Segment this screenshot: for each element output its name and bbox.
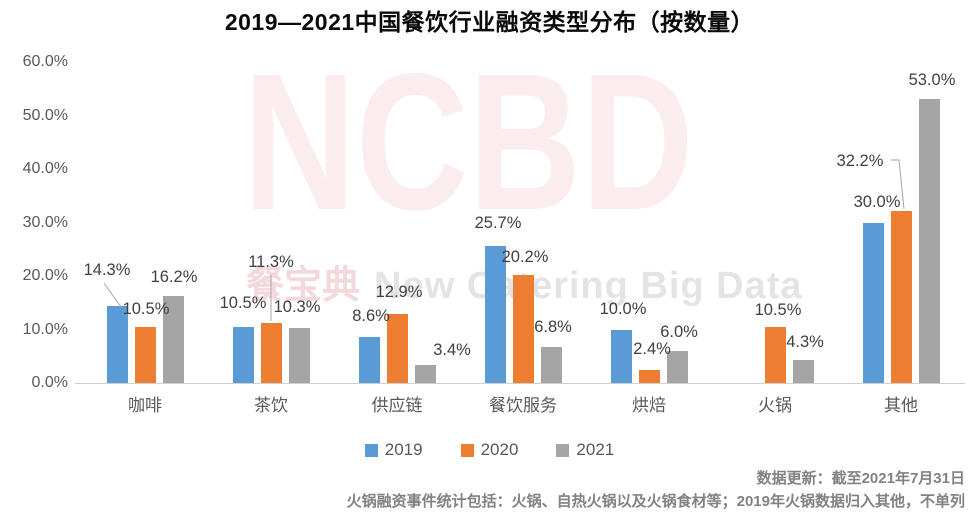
legend-item-2019: 2019 xyxy=(364,440,423,460)
y-tick-label: 40.0% xyxy=(22,160,68,177)
footer-update-note: 数据更新：截至2021年7月31日 xyxy=(756,470,965,487)
y-tick-label: 20.0% xyxy=(22,267,68,284)
data-label-2021-7: 53.0% xyxy=(908,71,956,89)
legend-item-2020: 2020 xyxy=(460,440,519,460)
bar-2021-5 xyxy=(666,350,688,383)
bar-2021-3 xyxy=(414,364,436,383)
data-label-2020-4: 20.2% xyxy=(501,248,549,266)
bar-2020-5 xyxy=(638,370,660,383)
data-label-2021-6: 4.3% xyxy=(786,333,824,351)
legend-swatch-2021 xyxy=(556,443,570,457)
legend-swatch-2019 xyxy=(364,443,378,457)
legend: 2019 2020 2021 xyxy=(0,440,979,460)
data-label-2021-3: 3.4% xyxy=(433,341,471,359)
y-tick-label: 60.0% xyxy=(22,53,68,70)
data-label-2019-3: 8.6% xyxy=(352,307,390,325)
data-label-2020-6: 10.5% xyxy=(754,301,802,319)
bar-2020-1 xyxy=(134,326,156,383)
bar-2019-5 xyxy=(610,329,632,383)
data-label-2020-5: 2.4% xyxy=(633,340,671,358)
data-label-2021-2: 10.3% xyxy=(273,298,321,316)
bar-2021-6 xyxy=(792,359,814,383)
data-label-2021-1: 16.2% xyxy=(150,268,198,286)
x-category-label: 供应链 xyxy=(371,396,423,415)
x-category-label: 烘焙 xyxy=(632,396,666,415)
bar-2020-2 xyxy=(260,322,282,383)
bar-2020-7 xyxy=(890,210,912,383)
legend-label-2019: 2019 xyxy=(384,440,423,459)
y-tick-label: 50.0% xyxy=(22,106,68,124)
footer-notes: 数据更新：截至2021年7月31日 火锅融资事件统计包括：火锅、自热火锅以及火锅… xyxy=(347,467,965,513)
chart-title: 2019—2021中国餐饮行业融资类型分布（按数量） xyxy=(224,9,755,35)
bar-2021-1 xyxy=(162,296,184,383)
leader-line xyxy=(891,159,905,210)
x-category-label: 餐饮服务 xyxy=(489,396,557,415)
bar-2021-4 xyxy=(540,346,562,383)
legend-label-2021: 2021 xyxy=(576,440,615,459)
data-label-2020-7: 32.2% xyxy=(836,152,884,170)
data-label-2019-5: 10.0% xyxy=(599,300,647,318)
x-category-label: 茶饮 xyxy=(254,396,288,415)
bar-2019-4 xyxy=(484,245,506,383)
y-tick-label: 10.0% xyxy=(22,320,68,338)
bar-2019-3 xyxy=(358,336,380,383)
bar-2020-4 xyxy=(512,274,534,383)
bar-2020-6 xyxy=(764,326,786,383)
bar-2020-3 xyxy=(386,313,408,383)
data-label-2019-1: 14.3% xyxy=(83,261,131,279)
x-category-label: 咖啡 xyxy=(128,396,162,415)
x-category-label: 火锅 xyxy=(758,396,792,415)
bar-2021-7 xyxy=(918,99,940,383)
data-label-2020-1: 10.5% xyxy=(122,300,170,318)
x-category-label: 其他 xyxy=(884,396,918,415)
x-axis-line xyxy=(75,383,965,384)
legend-item-2021: 2021 xyxy=(556,440,614,460)
data-label-2021-5: 6.0% xyxy=(660,323,698,341)
y-tick-label: 0.0% xyxy=(31,374,68,391)
legend-swatch-2020 xyxy=(460,443,474,457)
data-label-2020-3: 12.9% xyxy=(375,283,423,301)
bar-2019-1 xyxy=(106,306,128,383)
data-label-2019-4: 25.7% xyxy=(474,214,522,232)
data-label-2019-7: 30.0% xyxy=(853,193,901,211)
data-label-2019-2: 10.5% xyxy=(219,294,267,312)
leader-line xyxy=(103,282,122,308)
data-label-2021-4: 6.8% xyxy=(534,318,572,336)
bar-2019-7 xyxy=(862,222,884,383)
footer-hotpot-note: 火锅融资事件统计包括：火锅、自热火锅以及火锅食材等；2019年火锅数据归入其他，… xyxy=(346,493,965,510)
legend-label-2020: 2020 xyxy=(480,440,519,459)
y-tick-label: 30.0% xyxy=(22,213,68,231)
data-label-2020-2: 11.3% xyxy=(248,253,294,271)
bar-2019-2 xyxy=(232,326,254,383)
bar-2021-2 xyxy=(288,327,310,383)
